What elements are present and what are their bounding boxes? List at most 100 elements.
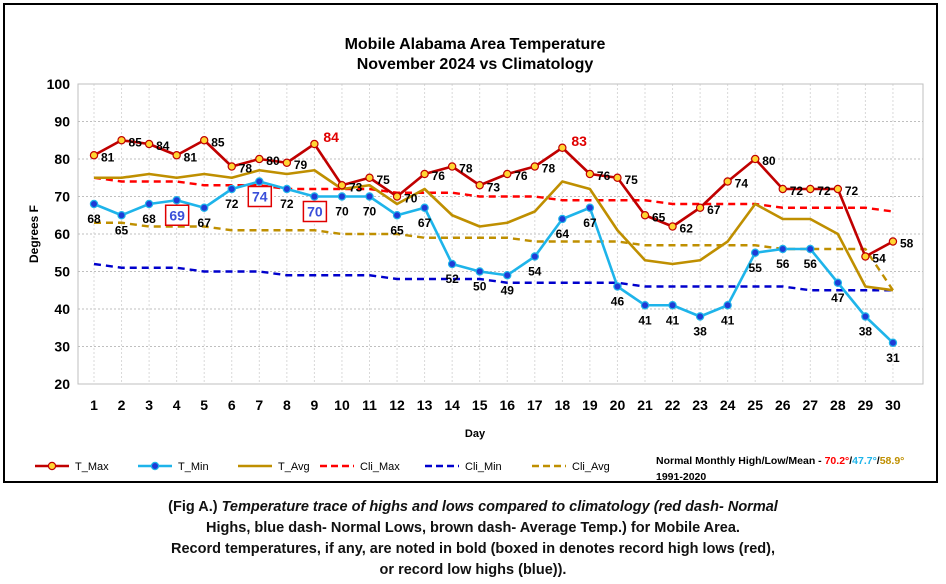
series-line-t-min bbox=[93, 180, 894, 344]
t-min-data-label: 67 bbox=[198, 216, 212, 230]
data-point-t-min bbox=[282, 184, 292, 194]
x-tick-label: 9 bbox=[311, 397, 319, 413]
t-max-data-label: 81 bbox=[184, 150, 198, 164]
x-tick-label: 5 bbox=[200, 397, 208, 413]
t-max-data-label: 81 bbox=[101, 150, 115, 164]
chart-subtitle: November 2024 vs Climatology bbox=[357, 56, 594, 73]
t-max-data-label: 76 bbox=[432, 169, 446, 183]
plot-area-border bbox=[77, 83, 924, 385]
t-max-data-label: 70 bbox=[404, 192, 418, 206]
data-point-t-min bbox=[199, 203, 209, 212]
normals-period: 1991-2020 bbox=[656, 471, 706, 481]
data-point-t-max bbox=[613, 173, 622, 182]
x-tick-label: 25 bbox=[747, 397, 763, 413]
data-point-t-min bbox=[668, 301, 677, 310]
t-min-data-label: 47 bbox=[831, 291, 845, 305]
x-tick-label: 13 bbox=[417, 397, 433, 413]
x-tick-label: 17 bbox=[527, 397, 543, 413]
data-point-t-max bbox=[833, 184, 843, 194]
data-point-t-min bbox=[392, 211, 402, 220]
data-point-t-min bbox=[447, 259, 457, 269]
normals-note: Normal Monthly High/Low/Mean - 70.2°/47.… bbox=[656, 455, 904, 467]
t-min-data-label: 41 bbox=[721, 313, 735, 327]
caption-text-1: Temperature trace of highs and lows comp… bbox=[221, 499, 778, 515]
y-tick-label: 80 bbox=[54, 151, 70, 167]
figure-caption-line-2: Highs, blue dash- Normal Lows, brown das… bbox=[206, 520, 740, 536]
x-tick-label: 8 bbox=[283, 397, 291, 413]
t-min-data-label: 56 bbox=[776, 257, 790, 271]
data-point-t-min bbox=[255, 177, 264, 186]
legend-marker bbox=[150, 461, 160, 471]
t-max-data-label: 78 bbox=[239, 162, 253, 176]
data-point-t-max bbox=[255, 154, 264, 164]
data-point-t-min bbox=[310, 192, 319, 201]
t-min-data-label: 38 bbox=[693, 325, 707, 339]
t-min-data-label: 72 bbox=[225, 197, 239, 211]
data-point-t-min bbox=[888, 338, 898, 347]
t-max-data-label: 84 bbox=[156, 139, 170, 153]
data-point-t-max bbox=[144, 139, 154, 149]
x-tick-label: 14 bbox=[444, 397, 460, 413]
data-point-t-max bbox=[640, 211, 650, 220]
t-min-data-label: 50 bbox=[473, 280, 487, 294]
legend-label-t-min: T_Min bbox=[178, 461, 209, 473]
data-point-t-max bbox=[89, 151, 99, 160]
t-max-data-label: 58 bbox=[900, 237, 914, 251]
x-tick-label: 15 bbox=[472, 397, 488, 413]
t-max-data-label: 65 bbox=[652, 210, 666, 224]
series-line-cli-min bbox=[93, 262, 893, 292]
legend-label-t-avg: T_Avg bbox=[278, 461, 310, 473]
data-point-t-min bbox=[365, 192, 374, 201]
normals-note-part: 70.2° bbox=[825, 455, 850, 467]
data-point-t-min bbox=[778, 244, 787, 254]
data-point-t-max bbox=[310, 139, 319, 149]
t-max-data-label: 84 bbox=[323, 129, 339, 145]
series-line-cli-avg bbox=[94, 221, 894, 291]
data-point-t-max bbox=[420, 169, 429, 179]
t-max-data-label: 73 bbox=[487, 180, 501, 194]
t-min-data-label: 70 bbox=[363, 205, 377, 219]
y-tick-label: 70 bbox=[54, 189, 70, 205]
data-point-t-max bbox=[778, 184, 787, 194]
t-max-data-label: 73 bbox=[349, 180, 363, 194]
t-min-data-label: 72 bbox=[280, 197, 294, 211]
y-tick-label: 60 bbox=[54, 226, 70, 242]
normals-note-part: / bbox=[877, 455, 880, 467]
data-point-t-min bbox=[117, 211, 126, 220]
t-max-data-label: 85 bbox=[211, 135, 225, 149]
t-max-data-label: 75 bbox=[624, 173, 638, 187]
data-point-t-max bbox=[282, 158, 292, 167]
data-point-t-min bbox=[227, 184, 236, 194]
x-tick-label: 16 bbox=[499, 397, 515, 413]
t-max-data-label: 62 bbox=[680, 222, 694, 236]
data-point-t-max bbox=[447, 162, 457, 171]
t-max-data-label: 74 bbox=[735, 177, 749, 191]
data-point-t-max bbox=[558, 143, 567, 152]
figure-caption-line-3: Record temperatures, if any, are noted i… bbox=[171, 541, 775, 557]
x-tick-label: 24 bbox=[720, 397, 736, 413]
t-min-data-label: 54 bbox=[528, 265, 542, 279]
t-min-data-label: 65 bbox=[390, 223, 404, 237]
t-max-data-label: 54 bbox=[872, 252, 886, 266]
t-max-data-label: 83 bbox=[571, 133, 587, 149]
x-tick-label: 23 bbox=[692, 397, 708, 413]
t-max-data-label: 78 bbox=[459, 162, 473, 176]
data-point-t-max bbox=[888, 237, 898, 246]
data-point-t-max bbox=[227, 162, 236, 171]
data-point-t-max bbox=[585, 169, 595, 179]
t-min-data-label: 41 bbox=[666, 313, 680, 327]
data-point-t-min bbox=[833, 278, 843, 287]
x-tick-label: 3 bbox=[145, 397, 153, 413]
t-min-data-label: 49 bbox=[501, 283, 515, 297]
x-tick-label: 1 bbox=[90, 397, 98, 413]
t-min-data-label: 67 bbox=[583, 216, 597, 230]
x-tick-label: 29 bbox=[858, 397, 874, 413]
chart-frame: Mobile Alabama Area Temperature November … bbox=[3, 3, 938, 483]
data-point-t-min bbox=[806, 244, 815, 254]
legend-label-t-max: T_Max bbox=[75, 461, 109, 473]
data-point-t-min bbox=[530, 252, 540, 261]
t-min-data-label: 67 bbox=[418, 216, 432, 230]
x-tick-label: 28 bbox=[830, 397, 846, 413]
normals-note-part: / bbox=[849, 455, 852, 467]
normals-note-part: Normal Monthly High/Low/Mean - bbox=[656, 455, 825, 467]
